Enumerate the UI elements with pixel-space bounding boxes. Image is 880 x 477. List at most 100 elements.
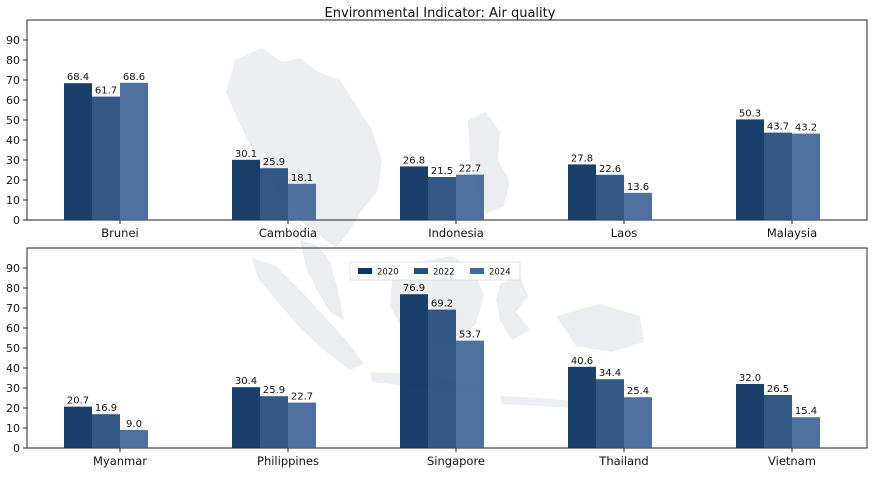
legend-label: 2024 [489,268,511,278]
bar-value-label: 43.7 [767,122,789,133]
y-tick-label: 60 [6,322,20,335]
bar-value-label: 68.6 [123,72,145,83]
x-tick-label: Brunei [101,226,138,240]
bar-value-label: 76.9 [403,283,425,294]
y-tick-label: 70 [6,74,20,87]
bar-value-label: 68.4 [67,72,89,83]
x-tick-label: Indonesia [428,226,484,240]
papua-shape [556,304,644,352]
bar-singapore-2020 [400,294,428,448]
bar-value-label: 18.1 [291,173,313,184]
east-islands-shape [500,396,580,408]
panel-2: 0 10 20 30 40 50 60 70 80 90 20.7 16.9 9.0 Myanmar 30.… [6,247,868,468]
bar-malaysia-2022 [764,132,792,220]
bar-cambodia-2024 [288,183,316,220]
bar-indonesia-2024 [456,174,484,220]
y-tick-label: 70 [6,302,20,315]
bar-thailand-2020 [568,366,596,448]
y-tick-label: 60 [6,94,20,107]
bar-value-label: 21.5 [431,166,453,177]
x-tick-label: Thailand [598,454,648,468]
bar-value-label: 69.2 [431,299,453,310]
bar-philippines-2022 [260,396,288,448]
y-tick-label: 0 [13,442,20,455]
legend-swatch [414,268,428,274]
y-tick-label: 30 [6,382,20,395]
bar-philippines-2024 [288,402,316,448]
bar-thailand-2022 [596,379,624,448]
y-tick-label: 40 [6,362,20,375]
bar-thailand-2024 [624,397,652,448]
bar-value-label: 22.7 [291,392,313,403]
panel-1: 0 10 20 30 40 50 60 70 80 90 68.4 61.7 68.6 Brunei 30.… [6,19,868,240]
bar-indonesia-2020 [400,166,428,220]
bar-value-label: 30.4 [235,376,257,387]
y-tick-label: 20 [6,402,20,415]
bar-vietnam-2022 [764,395,792,448]
legend-swatch [470,268,484,274]
legend-box [349,261,521,281]
x-tick-label: Myanmar [93,454,147,468]
bar-brunei-2022 [92,96,120,220]
bar-value-label: 20.7 [67,396,89,407]
bar-cambodia-2022 [260,168,288,220]
bar-value-label: 26.8 [403,155,425,166]
y-tick-label: 90 [6,34,20,47]
sulawesi-shape [496,276,530,340]
bar-value-label: 40.6 [571,356,593,367]
bar-value-label: 13.6 [627,182,649,193]
x-tick-label: Philippines [257,454,319,468]
y-tick-label: 40 [6,134,20,147]
y-tick-label: 50 [6,114,20,127]
y-tick-label: 80 [6,54,20,67]
bar-value-label: 30.1 [235,149,257,160]
bar-value-label: 53.7 [459,330,481,341]
bar-value-label: 27.8 [571,153,593,164]
bar-value-label: 25.4 [627,386,649,397]
bar-value-label: 43.2 [795,123,817,134]
bar-brunei-2024 [120,82,148,220]
bar-myanmar-2022 [92,414,120,448]
bar-value-label: 32.0 [739,373,761,384]
x-tick-label: Laos [611,226,637,240]
bar-myanmar-2024 [120,430,148,448]
bar-vietnam-2024 [792,417,820,448]
legend-label: 2022 [433,268,455,278]
x-tick-label: Malaysia [767,226,817,240]
sumatra-shape [252,258,364,370]
bar-indonesia-2022 [428,177,456,220]
y-tick-label: 0 [13,214,20,227]
bar-myanmar-2020 [64,406,92,448]
bar-philippines-2020 [232,387,260,448]
bar-value-label: 9.0 [126,419,142,430]
bar-value-label: 22.7 [459,164,481,175]
bar-value-label: 25.9 [263,157,285,168]
bar-value-label: 25.9 [263,385,285,396]
y-tick-label: 80 [6,282,20,295]
x-tick-label: Vietnam [768,454,816,468]
y-tick-label: 10 [6,422,20,435]
y-tick-label: 90 [6,262,20,275]
bar-singapore-2024 [456,340,484,448]
bar-value-label: 15.4 [795,406,817,417]
bar-brunei-2020 [64,83,92,220]
bar-value-label: 26.5 [767,384,789,395]
y-tick-label: 30 [6,154,20,167]
bar-singapore-2022 [428,309,456,448]
bar-malaysia-2024 [792,133,820,220]
bar-value-label: 22.6 [599,164,621,175]
chart-title: Environmental Indicator: Air quality [325,6,556,21]
legend-swatch [358,268,372,274]
bar-cambodia-2020 [232,159,260,220]
legend-label: 2020 [377,268,399,278]
y-tick-label: 20 [6,174,20,187]
malay-peninsula-shape [300,240,344,320]
bar-vietnam-2020 [736,384,764,448]
bar-value-label: 16.9 [95,403,117,414]
bar-value-label: 34.4 [599,368,621,379]
legend: 2020 2022 2024 [349,261,521,281]
x-tick-label: Cambodia [259,226,317,240]
bar-value-label: 50.3 [739,108,761,119]
